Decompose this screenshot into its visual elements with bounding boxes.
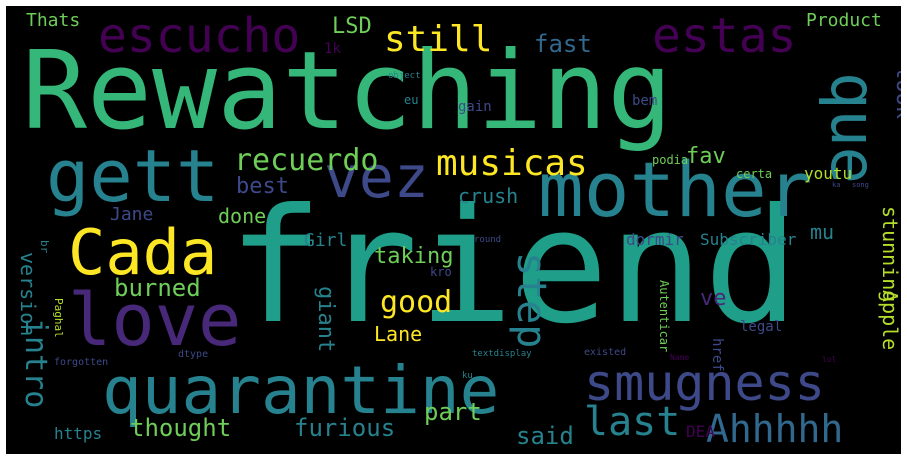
word-ku: ku [462,371,473,381]
word-cloud: Rewatching friend mother quarantine smug… [6,6,901,454]
word-forgotten: forgotten [54,357,109,368]
word-existed: existed [584,347,627,358]
word-lol: lol [822,355,837,364]
word-round: round [474,235,502,245]
word-recuerdo: recuerdo [234,143,379,178]
word-lane: Lane [374,322,423,346]
word-friend: friend [228,175,799,359]
word-mu: mu [810,220,835,244]
word-textdisplay: textdisplay [472,349,532,359]
word-thought: thought [130,414,232,442]
word-quarantine: quarantine [102,352,500,429]
word-fav: fav [686,144,726,169]
word-jane: Jane [110,204,154,225]
word-musicas: musicas [436,143,588,184]
word-burned: burned [114,274,201,302]
word-1k: 1k [324,41,341,57]
word-ahhhhh: Ahhhhh [706,407,844,451]
word-still: still [384,19,493,60]
word-cada: Cada [68,216,218,289]
word-last: last [584,399,681,445]
word-product: Product [806,10,882,31]
word-step: step [508,252,554,349]
word-part: part [424,398,482,426]
word-dtype: dtype [178,349,209,360]
word-look: look [891,66,901,119]
word-mother: mother [538,145,813,234]
word-taking: taking [374,244,454,269]
word-vez: vez [324,143,429,211]
word-object: object [388,71,421,81]
word-ve: ve [700,286,727,311]
word-crush: crush [458,184,519,208]
word-giant: giant [313,286,338,353]
word-girl: Girl [304,230,348,251]
word-dea: DEA [686,422,715,441]
word-href: href [709,338,725,372]
word-rewatching: Rewatching [22,29,673,154]
word-love: love [68,278,242,362]
word-subscriber: Subscriber [700,230,797,249]
word-lsd: LSD [332,14,372,39]
word-gett: gett [46,134,220,218]
word-escucho: escucho [98,8,301,64]
word-version: version [16,252,40,337]
word-ka: ka [832,181,841,189]
word-podia: podia [652,153,689,167]
word-good: good [380,285,453,320]
word-https: https [54,424,103,443]
word-fast: fast [534,30,592,58]
word-best: best [236,174,289,199]
word-name: Name [670,353,690,362]
word-autenticar: Autenticar [657,280,671,353]
word-youtu: youtu [804,164,853,183]
word-kro: kro [430,265,452,279]
word-eu: eu [404,93,419,107]
word-furious: furious [294,414,396,442]
word-song: song [852,181,869,189]
word-gain: gain [458,99,492,115]
word-said: said [516,422,574,450]
word-thats: Thats [26,10,81,31]
word-paghal: Paghal [52,298,65,338]
word-legal: legal [740,319,783,335]
word-smugness: smugness [584,354,825,412]
word-dormir: dormir [626,230,684,249]
word-br: br [38,240,51,254]
word-certa: certa [736,167,773,181]
word-stunning: stunning [878,206,901,303]
word-bem: bem [632,93,658,109]
word-done: done [218,204,267,228]
word-estas: estas [652,8,797,64]
